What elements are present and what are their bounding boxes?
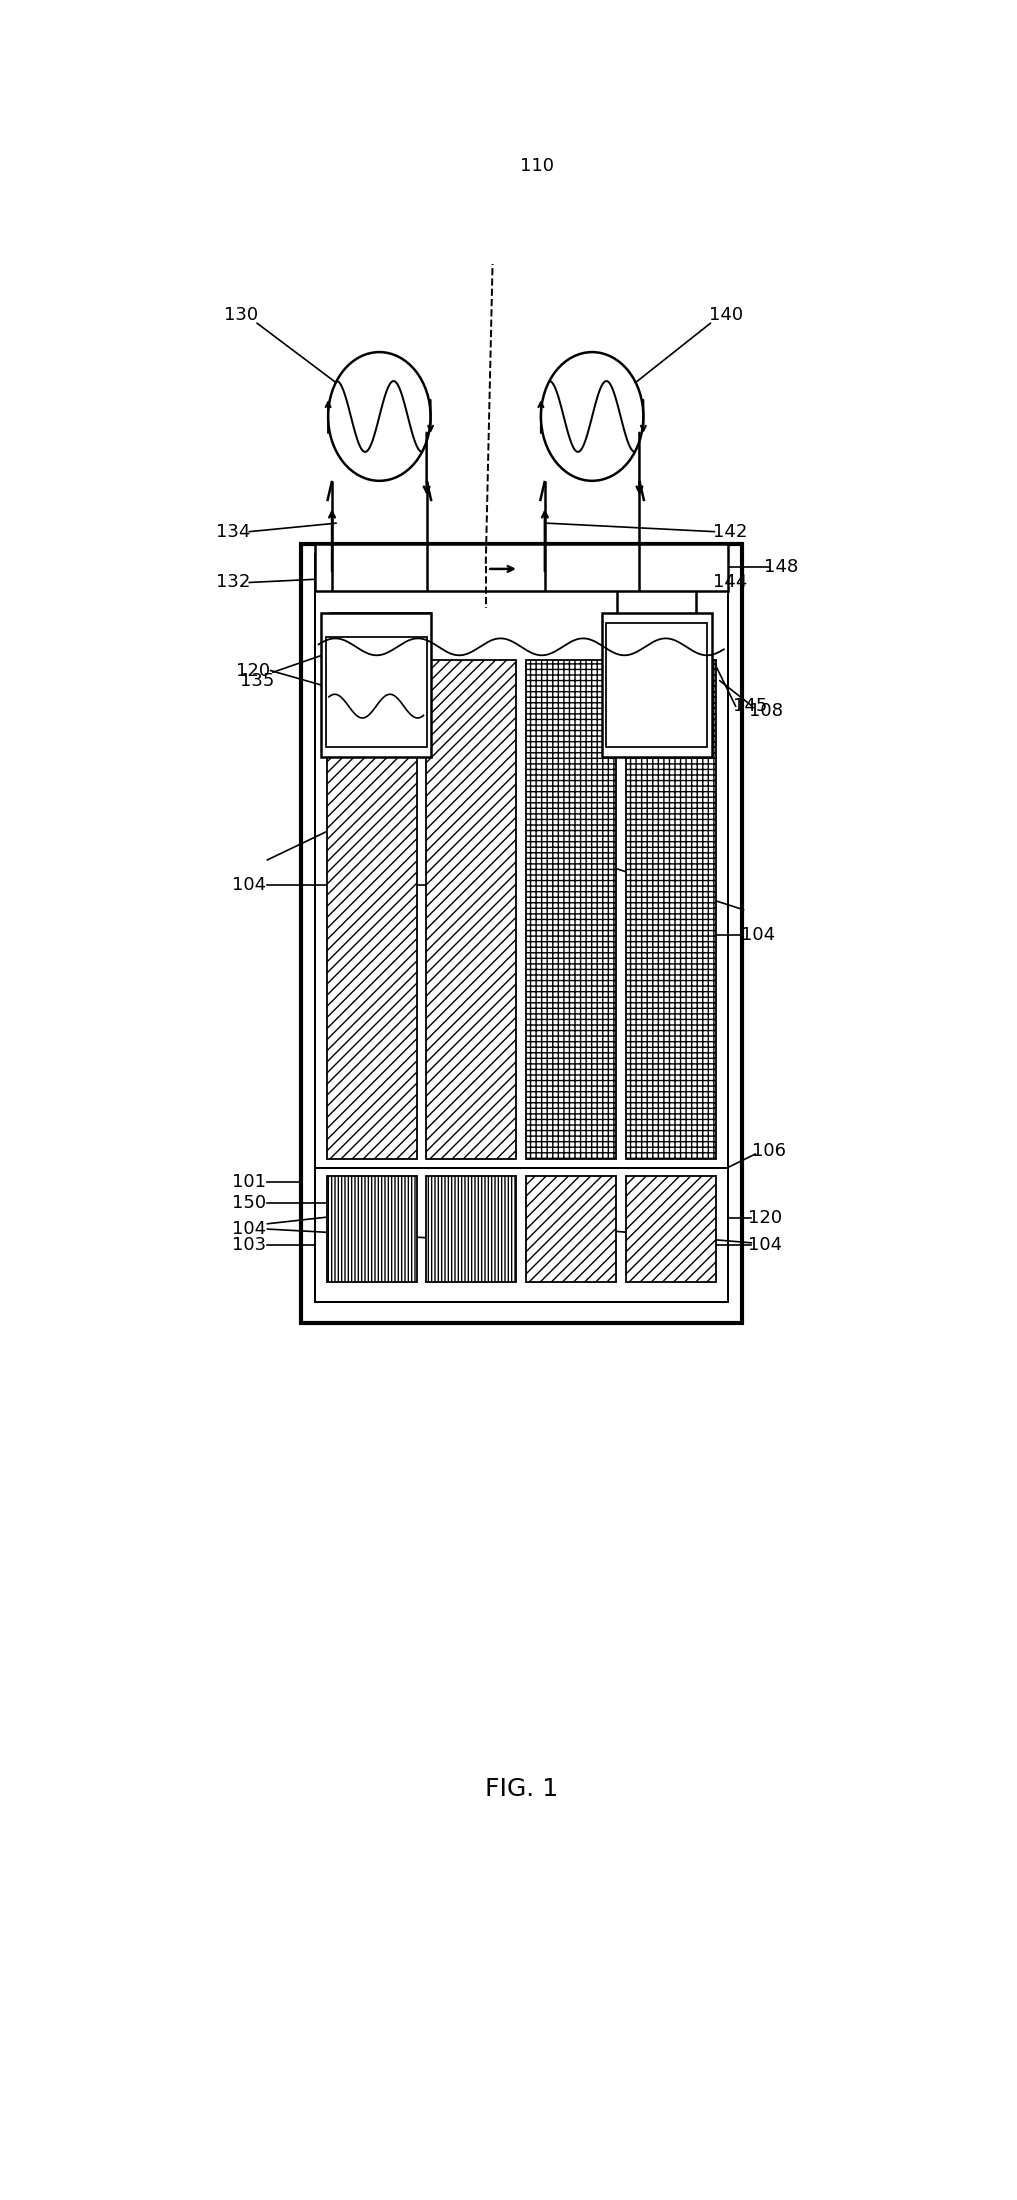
Text: 150: 150 — [232, 1195, 266, 1212]
Text: 144: 144 — [713, 574, 747, 592]
Text: 135: 135 — [240, 671, 275, 691]
Bar — [314, 543, 728, 592]
Bar — [625, 660, 716, 1159]
Text: 140: 140 — [709, 306, 743, 323]
Text: 104: 104 — [740, 926, 775, 944]
Text: 142: 142 — [713, 524, 747, 541]
Bar — [526, 1177, 616, 1283]
Bar — [606, 623, 707, 746]
Text: 101: 101 — [232, 1173, 266, 1192]
Text: 106: 106 — [753, 1142, 786, 1159]
Text: 145: 145 — [732, 697, 767, 715]
Bar — [625, 1177, 716, 1283]
Bar — [426, 1177, 517, 1283]
Text: 130: 130 — [225, 306, 258, 323]
Bar — [321, 614, 431, 757]
Bar — [526, 660, 616, 1159]
Text: 108: 108 — [749, 702, 782, 719]
Text: 103: 103 — [232, 1236, 266, 1254]
Text: 110: 110 — [520, 156, 554, 174]
Bar — [314, 554, 728, 1302]
Bar — [602, 614, 712, 757]
Text: 148: 148 — [764, 559, 798, 576]
Text: 134: 134 — [217, 524, 251, 541]
Bar — [325, 636, 427, 746]
Text: 104: 104 — [749, 1236, 783, 1254]
Bar — [326, 660, 417, 1159]
Text: 104: 104 — [232, 876, 266, 893]
Text: 120: 120 — [749, 1210, 783, 1228]
Text: 132: 132 — [217, 574, 251, 592]
Bar — [426, 660, 517, 1159]
Bar — [301, 543, 742, 1322]
Text: 120: 120 — [236, 662, 271, 680]
Text: FIG. 1: FIG. 1 — [485, 1778, 557, 1800]
Bar — [326, 1177, 417, 1283]
Text: 104: 104 — [232, 1221, 266, 1239]
